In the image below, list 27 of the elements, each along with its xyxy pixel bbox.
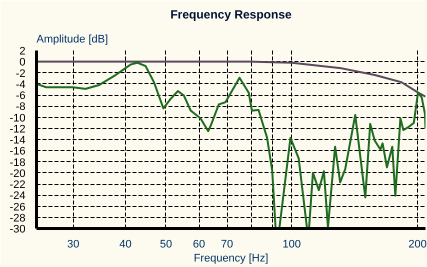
y-tick-label: -4	[16, 78, 26, 91]
y-tick-label: -12	[10, 123, 26, 136]
x-axis-title: Frequency [Hz]	[194, 252, 268, 264]
x-tick-label: 200	[408, 238, 427, 250]
y-tick-label: -24	[10, 190, 26, 202]
y-tick-label: -22	[10, 179, 26, 191]
y-tick-label: -6	[16, 90, 26, 102]
chart-title: Frequency Response	[170, 8, 292, 22]
x-tick-label: 100	[282, 238, 301, 250]
y-tick-label: -14	[10, 134, 26, 146]
y-tick-label: 2	[19, 46, 26, 58]
y-tick-label: -18	[10, 156, 26, 169]
y-tick-label: -8	[16, 101, 26, 114]
y-tick-label: -20	[10, 168, 26, 180]
x-tick-label: 60	[192, 238, 206, 250]
y-tick-label: -2	[16, 68, 26, 80]
y-tick-label: -28	[10, 212, 26, 224]
y-tick-label: 0	[19, 56, 26, 69]
y-axis-title: Amplitude [dB]	[36, 34, 108, 46]
y-tick-label: -26	[10, 201, 26, 214]
y-tick-label: -16	[10, 146, 26, 158]
x-tick-label: 70	[220, 238, 234, 250]
x-tick-label: 30	[67, 238, 80, 250]
x-tick-label: 40	[119, 238, 132, 250]
y-tick-label: -30	[10, 224, 26, 236]
x-tick-label: 50	[160, 238, 172, 250]
y-tick-label: -10	[10, 112, 26, 124]
